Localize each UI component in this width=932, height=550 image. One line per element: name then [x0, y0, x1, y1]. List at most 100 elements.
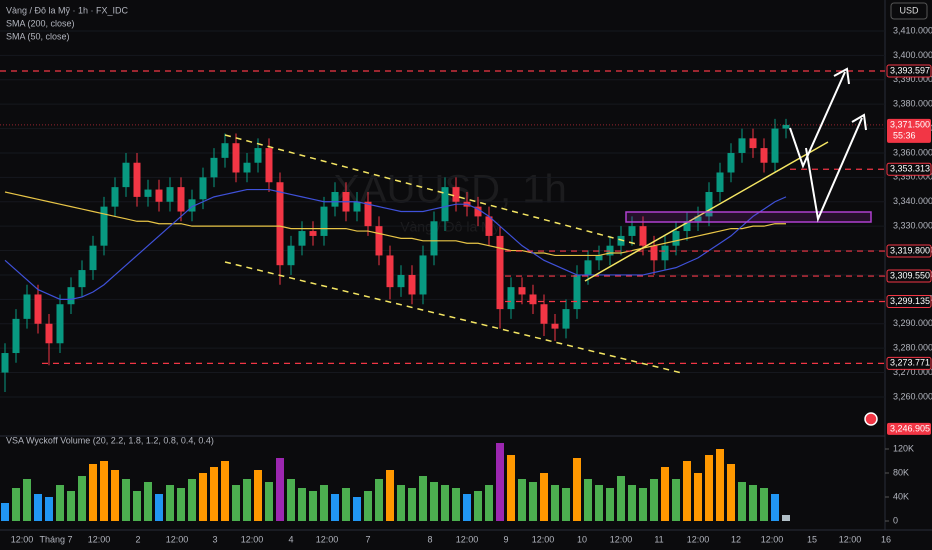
- candle-body: [320, 206, 328, 236]
- volume-bar: [89, 464, 97, 521]
- volume-bar: [606, 488, 614, 521]
- y-tick-label: 3,400.000: [893, 50, 932, 60]
- candle-body: [111, 187, 119, 207]
- arrow-path: [805, 117, 863, 223]
- candle-body: [188, 199, 196, 212]
- candle-body: [573, 274, 581, 310]
- drawings: [224, 67, 878, 426]
- volume-bar: [210, 467, 218, 521]
- volume-bar: [144, 482, 152, 521]
- x-tick-label: 2: [135, 534, 140, 544]
- volume-bar: [441, 485, 449, 521]
- sma-line: [4, 188, 787, 300]
- candle-body: [672, 231, 680, 246]
- candle-body: [441, 187, 449, 222]
- candle-body: [199, 177, 207, 200]
- candle-body: [419, 255, 427, 295]
- volume-bar: [1, 503, 9, 521]
- y-tick-label: 3,280.000: [893, 343, 932, 353]
- volume-bar: [738, 482, 746, 521]
- y-tick-label: 3,360.000: [893, 147, 932, 157]
- x-tick-label: 12:00: [456, 534, 479, 544]
- candle-body: [375, 226, 383, 256]
- volume-tick-label: 0: [893, 515, 898, 525]
- candle-body: [34, 294, 42, 324]
- level-tag: [886, 294, 932, 308]
- volume-title: VSA Wyckoff Volume (20, 2.2, 1.8, 1.2, 0…: [6, 435, 214, 445]
- volume-tick-label: 120K: [893, 443, 914, 453]
- level-label: 3,319.800: [890, 245, 930, 255]
- candle-body: [353, 201, 361, 212]
- x-tick-label: 4: [288, 534, 293, 544]
- volume-bar: [34, 494, 42, 521]
- y-tick-label: 3,390.000: [893, 74, 932, 84]
- candle-body: [430, 221, 438, 256]
- candle-body: [617, 235, 625, 246]
- x-tick-label: 12: [731, 534, 741, 544]
- volume-bar: [397, 485, 405, 521]
- candle-body: [287, 245, 295, 266]
- volume-bar: [342, 488, 350, 521]
- x-tick-label: 7: [365, 534, 370, 544]
- candle-body: [650, 245, 658, 261]
- volume-tick-label: 80K: [893, 467, 909, 477]
- volume-bar: [177, 488, 185, 521]
- candle-body: [584, 260, 592, 275]
- x-tick-label: 12:00: [761, 534, 784, 544]
- volume-bar: [386, 470, 394, 521]
- candle-body: [45, 323, 53, 344]
- candle-body: [12, 318, 20, 354]
- volume-bar: [639, 488, 647, 521]
- currency-button[interactable]: [890, 2, 928, 20]
- volume-bar: [518, 479, 526, 521]
- candle-body: [210, 157, 218, 178]
- candle-body: [89, 245, 97, 271]
- candle-body: [133, 162, 141, 197]
- volume-bar: [595, 485, 603, 521]
- candle-body: [474, 206, 482, 217]
- level-label: 3,309.550: [890, 270, 930, 280]
- volume-bar: [485, 485, 493, 521]
- volume-bar: [496, 443, 504, 521]
- candle-body: [177, 187, 185, 212]
- event-icon[interactable]: [864, 412, 878, 426]
- volume-bar: [331, 494, 339, 521]
- x-tick-label: 16: [881, 534, 891, 544]
- volume-bar: [705, 455, 713, 521]
- volume-bar: [760, 488, 768, 521]
- volume-bar: [320, 485, 328, 521]
- candle-body: [100, 206, 108, 246]
- level-tag: [886, 244, 932, 258]
- candle-body: [727, 152, 735, 173]
- last-price-label: 3,371.500: [890, 119, 930, 129]
- channel-top: [224, 134, 641, 246]
- volume-bar: [78, 476, 86, 521]
- y-tick-label: 3,290.000: [893, 318, 932, 328]
- volume-bar: [122, 479, 130, 521]
- level-label: 3,393.597: [890, 65, 930, 75]
- level-tag: [886, 269, 932, 283]
- volume-bar: [694, 473, 702, 521]
- volume-tick-label: 40K: [893, 491, 909, 501]
- volume-bar: [661, 467, 669, 521]
- volume-bar: [133, 491, 141, 521]
- x-tick-label: 3: [212, 534, 217, 544]
- candle-body: [122, 162, 130, 188]
- y-tick-label: 3,260.000: [893, 391, 932, 401]
- candle-body: [56, 304, 64, 344]
- candle-body: [496, 235, 504, 310]
- volume-bar: [771, 494, 779, 521]
- level-tag: [886, 162, 932, 176]
- candle-body: [562, 309, 570, 329]
- level-tag: [886, 64, 932, 78]
- y-tick-label: 3,410.000: [893, 25, 932, 35]
- volume-bar: [298, 488, 306, 521]
- volume-bar: [353, 497, 361, 521]
- watermark-sub: Vàng / Đô la Mỹ: [400, 219, 500, 235]
- candle-body: [705, 192, 713, 217]
- sma-line: [4, 191, 786, 257]
- volume-bar: [672, 479, 680, 521]
- candle-body: [507, 287, 515, 310]
- volume-bar: [452, 488, 460, 521]
